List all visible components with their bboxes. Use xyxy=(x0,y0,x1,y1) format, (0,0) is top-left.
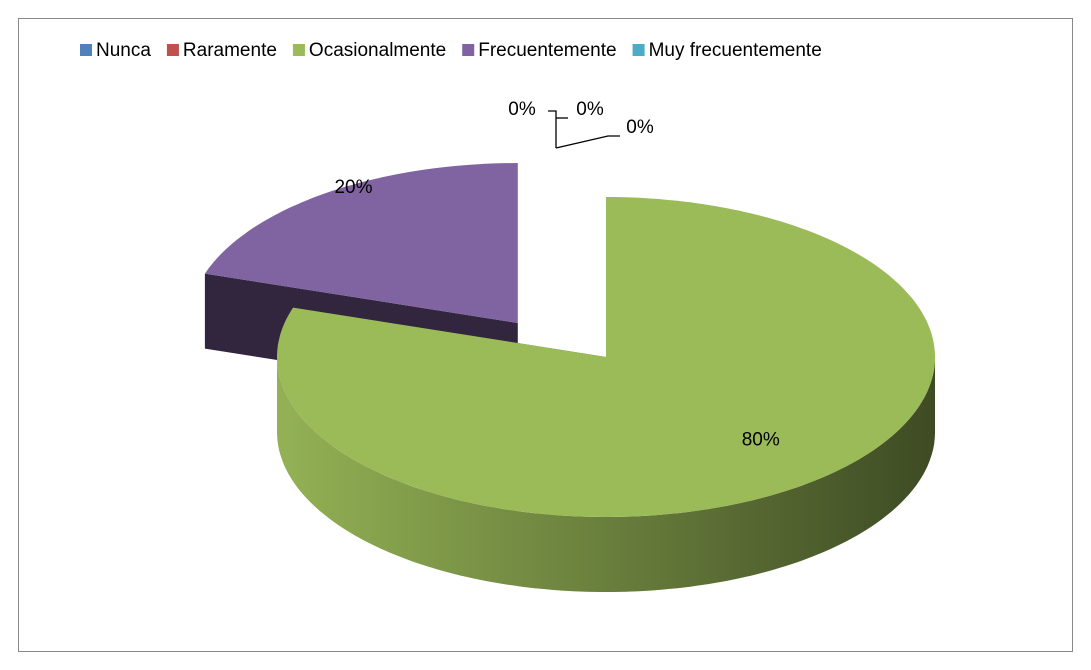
legend-label: Muy frecuentemente xyxy=(649,40,822,61)
data-label: 0% xyxy=(576,99,604,120)
data-label: 20% xyxy=(334,177,372,198)
leader-line xyxy=(548,110,557,148)
data-label: 0% xyxy=(626,117,654,138)
slice xyxy=(277,197,935,592)
slice-side-shade xyxy=(277,357,935,592)
legend-label: Ocasionalmente xyxy=(309,40,446,61)
data-label: 80% xyxy=(742,430,780,451)
legend-swatch xyxy=(292,44,305,56)
legend-label: Frecuentemente xyxy=(478,40,616,61)
legend-label: Raramente xyxy=(183,40,277,61)
legend-swatch xyxy=(632,44,645,56)
legend-label: Nunca xyxy=(96,40,151,61)
legend-swatch xyxy=(462,44,475,56)
slice-top xyxy=(277,197,935,517)
slice-top xyxy=(204,163,518,323)
legend: Nunca Raramente Ocasionalmente Frecuentemen… xyxy=(80,40,822,61)
legend-swatch xyxy=(80,44,92,56)
legend-swatch xyxy=(166,44,179,56)
leader-line xyxy=(555,135,620,149)
data-label: 0% xyxy=(508,99,536,120)
